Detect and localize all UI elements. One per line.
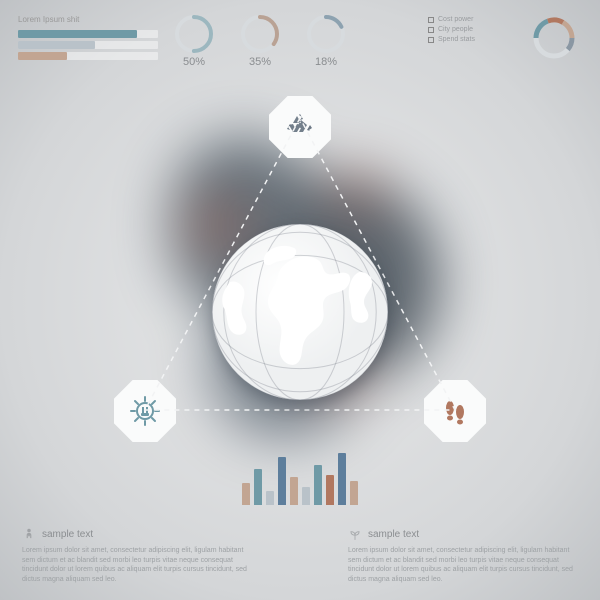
sprout-icon [348, 527, 362, 541]
bar [254, 469, 262, 505]
bar [338, 453, 346, 505]
power-sun-icon [128, 394, 162, 428]
donut-row: 50% 35% 18% [175, 15, 345, 68]
footer-right-heading: sample text [368, 528, 419, 542]
rainbow-donut [530, 14, 578, 67]
bar [266, 491, 274, 505]
legend-item: Spend stats [428, 36, 475, 43]
footer-left: sample text Lorem ipsum dolor sit amet, … [22, 527, 252, 584]
footer-left-body: Lorem ipsum dolor sit amet, consectetur … [22, 546, 252, 584]
footer-right: sample text Lorem ipsum dolor sit amet, … [348, 527, 578, 584]
donut-stat: 35% [241, 15, 279, 68]
person-icon [22, 527, 36, 541]
node-power [114, 380, 176, 442]
bar [290, 477, 298, 505]
bar [326, 475, 334, 505]
footer-left-heading: sample text [42, 528, 93, 542]
recycle-icon [283, 110, 317, 144]
top-bars-block: Lorem Ipsum shit [18, 15, 158, 63]
bar [278, 457, 286, 505]
legend-item: City people [428, 26, 475, 33]
bottom-bar-chart [242, 450, 358, 505]
donut-stat: 50% [175, 15, 213, 68]
bar [302, 487, 310, 505]
bar [350, 481, 358, 505]
node-recycle [269, 96, 331, 158]
top-bars-title: Lorem Ipsum shit [18, 15, 158, 24]
legend-item: Cost power [428, 16, 475, 23]
donut-stat: 18% [307, 15, 345, 68]
node-footprint [424, 380, 486, 442]
bar [242, 483, 250, 505]
legend: Cost power City people Spend stats [428, 16, 475, 46]
footer-right-body: Lorem ipsum dolor sit amet, consectetur … [348, 546, 578, 584]
footprints-icon [438, 394, 472, 428]
bar [314, 465, 322, 505]
globe [210, 222, 390, 402]
